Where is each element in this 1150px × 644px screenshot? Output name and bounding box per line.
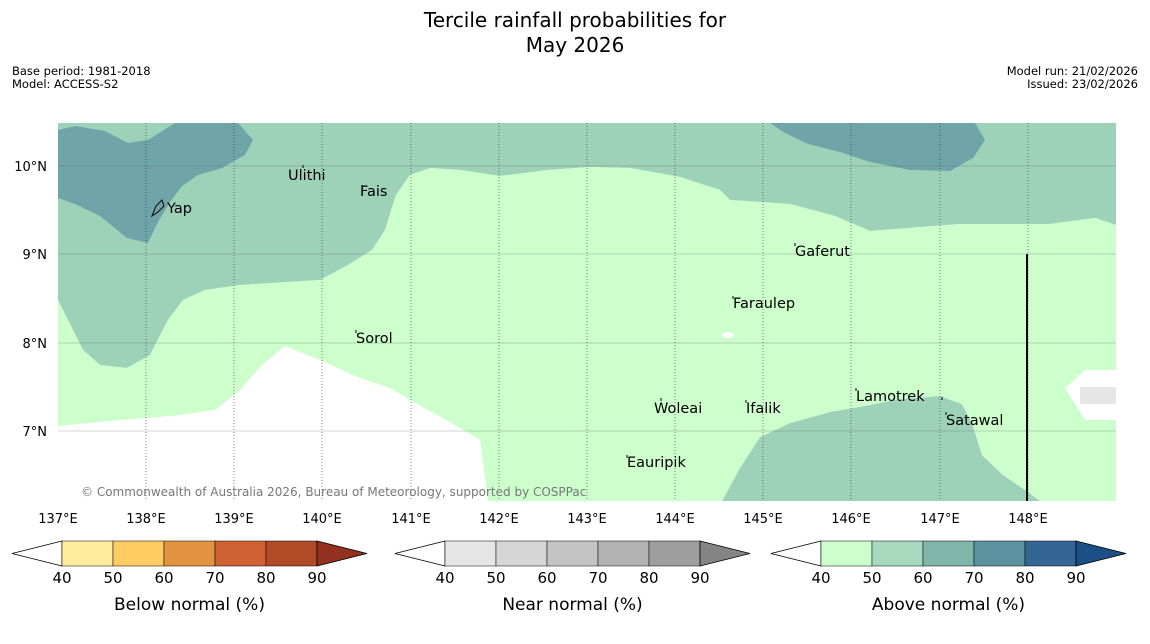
region-above-70-80-nw (58, 123, 253, 243)
legend-extend-high (316, 540, 368, 567)
legend-extend-low (770, 540, 822, 567)
legend-tick-label: 50 (862, 569, 881, 587)
legend-tick-label: 40 (811, 569, 830, 587)
legend-tick-label: 60 (913, 569, 932, 587)
map-title: Tercile rainfall probabilities for May 2… (0, 8, 1150, 58)
legend-swatch (1024, 540, 1077, 567)
legend-swatch (444, 540, 497, 567)
meta-left: Base period: 1981-2018 Model: ACCESS-S2 (12, 65, 151, 91)
lon-tick: 139°E (214, 512, 254, 527)
legend-extend-high (699, 540, 751, 567)
lat-tick: 8°N (23, 337, 48, 352)
lon-tick: 143°E (567, 512, 607, 527)
lon-tick: 140°E (302, 512, 342, 527)
lon-tick: 148°E (1008, 512, 1048, 527)
lon-tick: 141°E (391, 512, 431, 527)
legend-tick-label: 40 (52, 569, 71, 587)
lat-tick: 10°N (14, 160, 47, 175)
yap-island-shape (150, 199, 165, 218)
lon-tick-labels: 137°E 138°E 139°E 140°E 141°E 142°E 143°… (38, 512, 1048, 527)
legend-swatch (820, 540, 873, 567)
legend-extend-high (1075, 540, 1127, 567)
place-sorol: Sorol (356, 331, 393, 347)
islet-blank (722, 332, 734, 338)
title-line-1: Tercile rainfall probabilities for (423, 8, 727, 32)
legend-swatch (973, 540, 1026, 567)
legend-extend-low (394, 540, 446, 567)
map-panel: Yap Ulithi Fais Gaferut Faraulep Sorol W… (58, 123, 1116, 501)
legend-swatch (597, 540, 650, 567)
legend-tick-label: 50 (103, 569, 122, 587)
lon-tick: 147°E (920, 512, 960, 527)
legend-swatch (214, 540, 267, 567)
legend-tick-label: 80 (1015, 569, 1034, 587)
legend-tick-label: 90 (307, 569, 326, 587)
region-near-normal-east (1080, 387, 1116, 404)
lon-tick: 146°E (831, 512, 871, 527)
model-name: Model: ACCESS-S2 (12, 77, 119, 91)
lon-tick: 142°E (479, 512, 519, 527)
legend-tick-label: 80 (256, 569, 275, 587)
region-above-70-80-ne (770, 123, 985, 171)
place-eauripik: Eauripik (627, 455, 686, 471)
legend-swatch (265, 540, 318, 567)
legend-tick-label: 60 (537, 569, 556, 587)
place-satawal: Satawal (946, 413, 1003, 429)
legend-tick-label: 90 (690, 569, 709, 587)
title-line-2: May 2026 (525, 33, 625, 57)
base-period: Base period: 1981-2018 (12, 64, 151, 78)
legend-title: Below normal (%) (114, 595, 265, 615)
island-markers (150, 165, 947, 458)
place-lamotrek: Lamotrek (856, 389, 925, 405)
meta-right: Model run: 21/02/2026 Issued: 23/02/2026 (1007, 65, 1138, 91)
legend-swatch (61, 540, 114, 567)
lat-tick-labels: 10°N 9°N 8°N 7°N (14, 160, 47, 440)
legend-swatch (495, 540, 548, 567)
legend-swatch (546, 540, 599, 567)
copyright-notice: © Commonwealth of Australia 2026, Bureau… (81, 485, 586, 499)
model-run: Model run: 21/02/2026 (1006, 64, 1138, 78)
legend-swatch (922, 540, 975, 567)
legend-tick-label: 40 (435, 569, 454, 587)
legend-tick-label: 90 (1066, 569, 1085, 587)
place-yap: Yap (166, 201, 192, 217)
legend-tick-label: 80 (639, 569, 658, 587)
lat-tick: 9°N (23, 248, 48, 263)
place-woleai: Woleai (654, 401, 702, 417)
legend-tick-label: 70 (964, 569, 983, 587)
legend-near-normal: 40 50 60 70 80 90 Near normal (%) (394, 540, 751, 615)
region-above-60-70-south (722, 396, 1040, 501)
legend-swatch (112, 540, 165, 567)
place-faraulep: Faraulep (733, 296, 795, 312)
place-gaferut: Gaferut (795, 244, 850, 260)
issued-date: Issued: 23/02/2026 (1027, 77, 1138, 91)
legend-title: Near normal (%) (502, 595, 642, 615)
lat-tick: 7°N (23, 425, 48, 440)
place-fais: Fais (360, 184, 387, 200)
legend-swatch (871, 540, 924, 567)
legend-title: Above normal (%) (872, 595, 1025, 615)
lon-tick: 138°E (126, 512, 166, 527)
legend-swatch (163, 540, 216, 567)
place-ulithi: Ulithi (288, 168, 326, 184)
legend-tick-label: 60 (154, 569, 173, 587)
legend-below-normal: 40 50 60 70 80 90 Below normal (%) (11, 540, 368, 615)
lon-tick: 145°E (743, 512, 783, 527)
lon-tick: 144°E (655, 512, 695, 527)
lon-tick: 137°E (38, 512, 78, 527)
legend-above-normal: 40 50 60 70 80 90 Above normal (%) (770, 540, 1127, 615)
region-above-60-70 (58, 123, 1116, 368)
legend-tick-label: 50 (486, 569, 505, 587)
legend-swatch (648, 540, 701, 567)
place-ifalik: Ifalik (746, 401, 781, 417)
legend-tick-label: 70 (205, 569, 224, 587)
legend-tick-label: 70 (588, 569, 607, 587)
legend-extend-low (11, 540, 63, 567)
